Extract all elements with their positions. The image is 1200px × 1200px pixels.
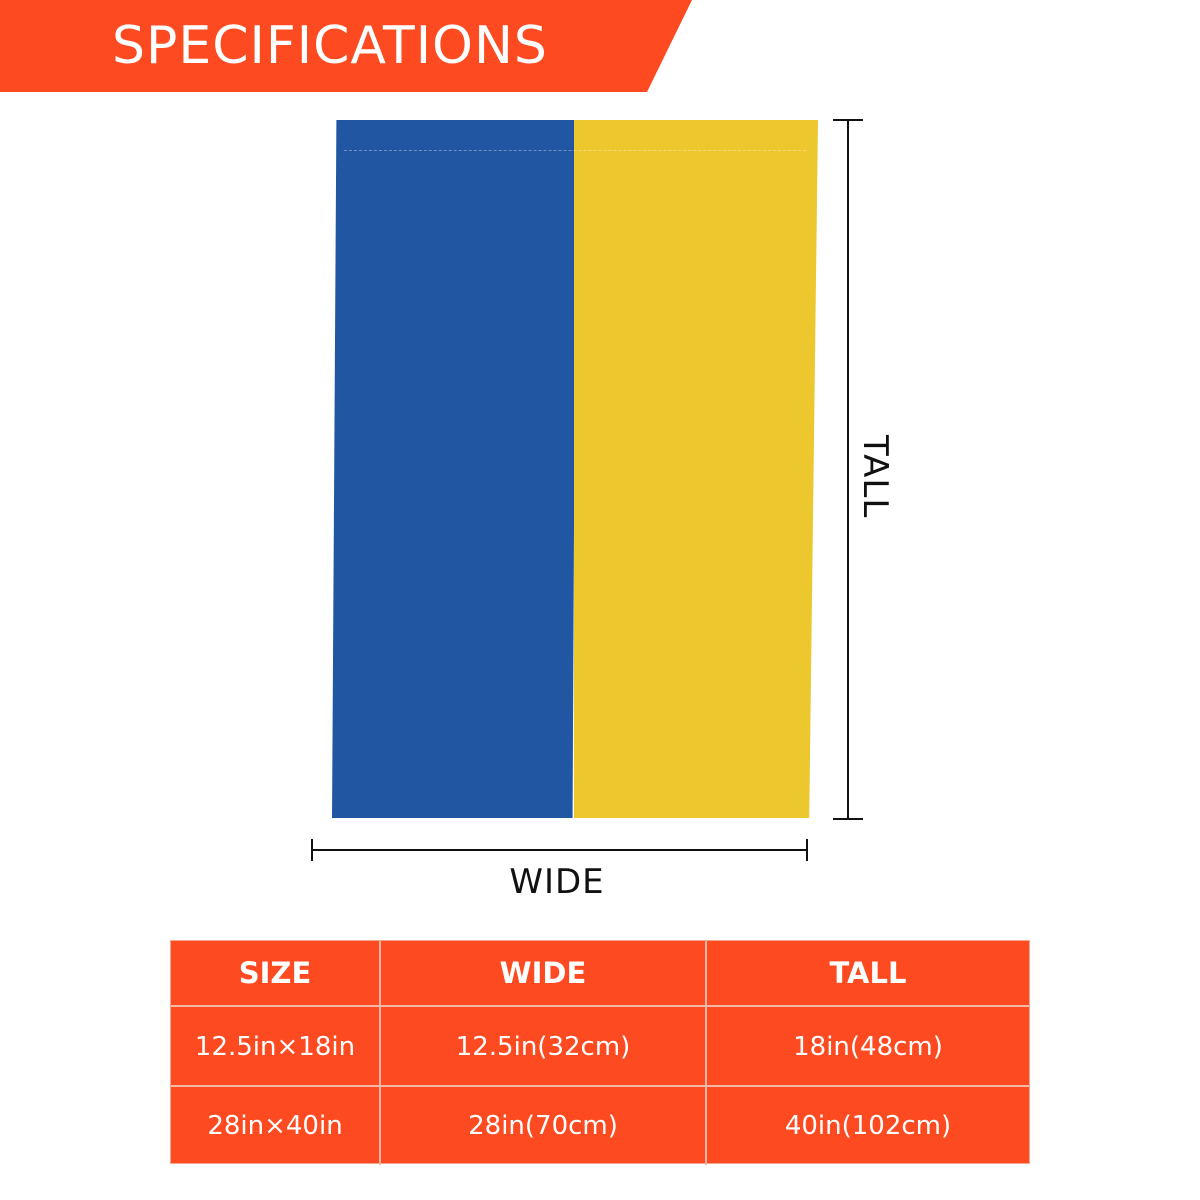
table-row: 12.5in×18in 12.5in(32cm) 18in(48cm) [171, 1005, 1029, 1087]
wide-dimension-line [312, 849, 808, 851]
wide-label: WIDE [509, 862, 605, 902]
table-cell-tall: 18in(48cm) [793, 1032, 943, 1062]
table-cell-size: 28in×40in [171, 1087, 381, 1165]
table-cell-wide: 12.5in(32cm) [381, 1007, 707, 1087]
table-header-tall: TALL [829, 956, 907, 990]
page-title: SPECIFICATIONS [112, 16, 548, 76]
table-cell-wide: 28in(70cm) [381, 1087, 707, 1165]
flag-hem-stitching [344, 150, 806, 151]
flag-blue-panel [332, 120, 576, 818]
flag-image [332, 120, 818, 818]
tall-label: TALL [855, 435, 895, 519]
tall-dimension-cap-top [833, 119, 863, 121]
wide-dimension-cap-left [311, 839, 313, 861]
table-row: 28in×40in 28in(70cm) 40in(102cm) [171, 1085, 1029, 1165]
flag-yellow-panel [574, 120, 818, 818]
size-table: SIZE WIDE TALL 12.5in×18in 12.5in(32cm) … [170, 940, 1030, 1165]
tall-dimension-cap-bottom [833, 818, 863, 820]
table-header-size: SIZE [171, 941, 381, 1005]
table-header-wide: WIDE [381, 941, 707, 1005]
tall-dimension-line [847, 120, 849, 820]
wide-dimension-cap-right [806, 839, 808, 861]
header-banner [0, 0, 692, 92]
table-cell-tall: 40in(102cm) [784, 1111, 952, 1141]
table-header-row: SIZE WIDE TALL [171, 941, 1029, 1005]
table-cell-size: 12.5in×18in [171, 1007, 381, 1087]
